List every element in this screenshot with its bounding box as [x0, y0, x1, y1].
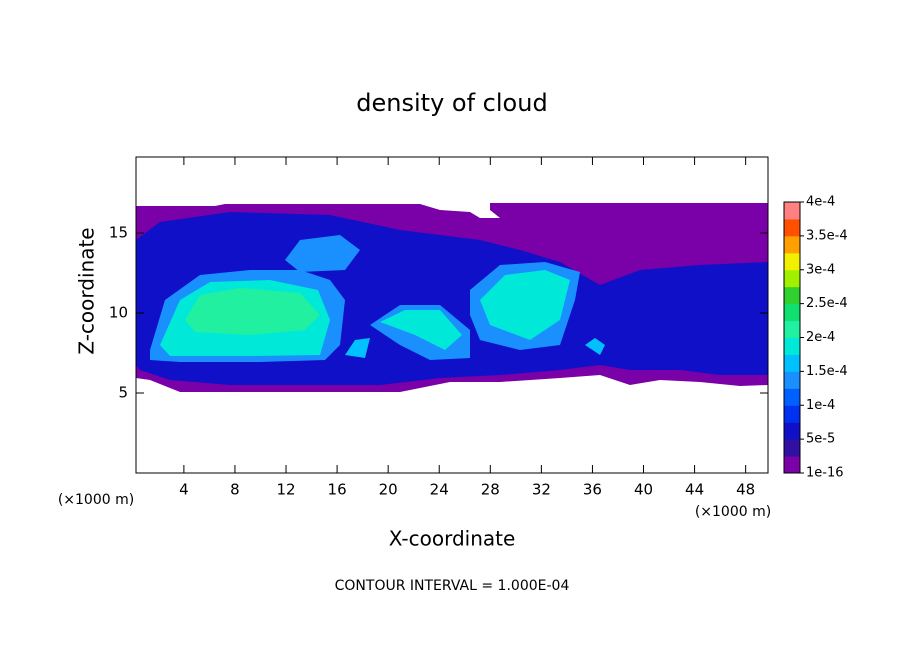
x-tick-label: 24	[430, 481, 449, 499]
colorbar-tick-label: 3.5e-4	[806, 228, 848, 243]
colorbar-cell	[784, 354, 800, 372]
contour-interval-note: CONTOUR INTERVAL = 1.000E-04	[335, 578, 570, 594]
colorbar-cell	[784, 439, 800, 457]
y-tick-label: 5	[118, 384, 128, 402]
x-tick-label: 44	[685, 481, 704, 499]
x-tick-label: 36	[583, 481, 602, 499]
x-tick-label: 20	[379, 481, 398, 499]
plot-frame	[135, 156, 769, 474]
colorbar-cell	[784, 286, 800, 305]
y-axis-title: Z-coordinate	[75, 227, 99, 354]
x-tick-label: 28	[481, 481, 500, 499]
colorbar-tick-label: 3e-4	[806, 262, 835, 277]
colorbar-cell	[784, 269, 800, 288]
contour-fill	[480, 270, 570, 340]
colorbar-tick-label: 2.5e-4	[806, 296, 848, 311]
x-tick-label: 48	[736, 481, 755, 499]
y-tick-label: 15	[109, 224, 128, 242]
colorbar-tick-label: 1e-16	[806, 466, 844, 481]
colorbar-cell	[784, 303, 800, 322]
x-axis-title: X-coordinate	[389, 527, 516, 551]
y-tick-label: 10	[109, 304, 128, 322]
colorbar-cell	[784, 456, 800, 474]
contour-fill	[380, 310, 462, 350]
colorbar-cell	[784, 422, 800, 440]
contour-fill	[585, 338, 605, 355]
x-tick-label: 8	[230, 481, 240, 499]
colorbar-cell	[784, 320, 800, 338]
colorbar-cell	[784, 202, 800, 220]
colorbar-tick-label: 1e-4	[806, 398, 835, 413]
colorbar-cell	[784, 371, 800, 389]
colorbar-tick-label: 4e-4	[806, 195, 835, 210]
contour-field	[136, 203, 768, 392]
y-unit-label: (×1000 m)	[58, 492, 134, 508]
x-tick-label: 40	[634, 481, 653, 499]
contour-fill	[285, 235, 360, 272]
contour-fill	[345, 338, 370, 358]
colorbar-cell	[784, 252, 800, 271]
x-tick-label: 4	[179, 481, 189, 499]
colorbar-cell	[784, 218, 800, 237]
colorbar-cell	[784, 235, 800, 254]
colorbar-tick-label: 5e-5	[806, 432, 835, 447]
colorbar-cell	[784, 388, 800, 406]
colorbar-cell	[784, 405, 800, 423]
x-unit-label: (×1000 m)	[695, 504, 771, 520]
colorbar-tick-label: 1.5e-4	[806, 364, 848, 379]
x-tick-label: 16	[328, 481, 347, 499]
contour-fill	[185, 288, 320, 335]
chart-title: density of cloud	[356, 89, 547, 117]
colorbar-cell	[784, 337, 800, 355]
x-tick-label: 32	[532, 481, 551, 499]
colorbar-tick-label: 2e-4	[806, 330, 835, 345]
x-tick-label: 12	[276, 481, 295, 499]
